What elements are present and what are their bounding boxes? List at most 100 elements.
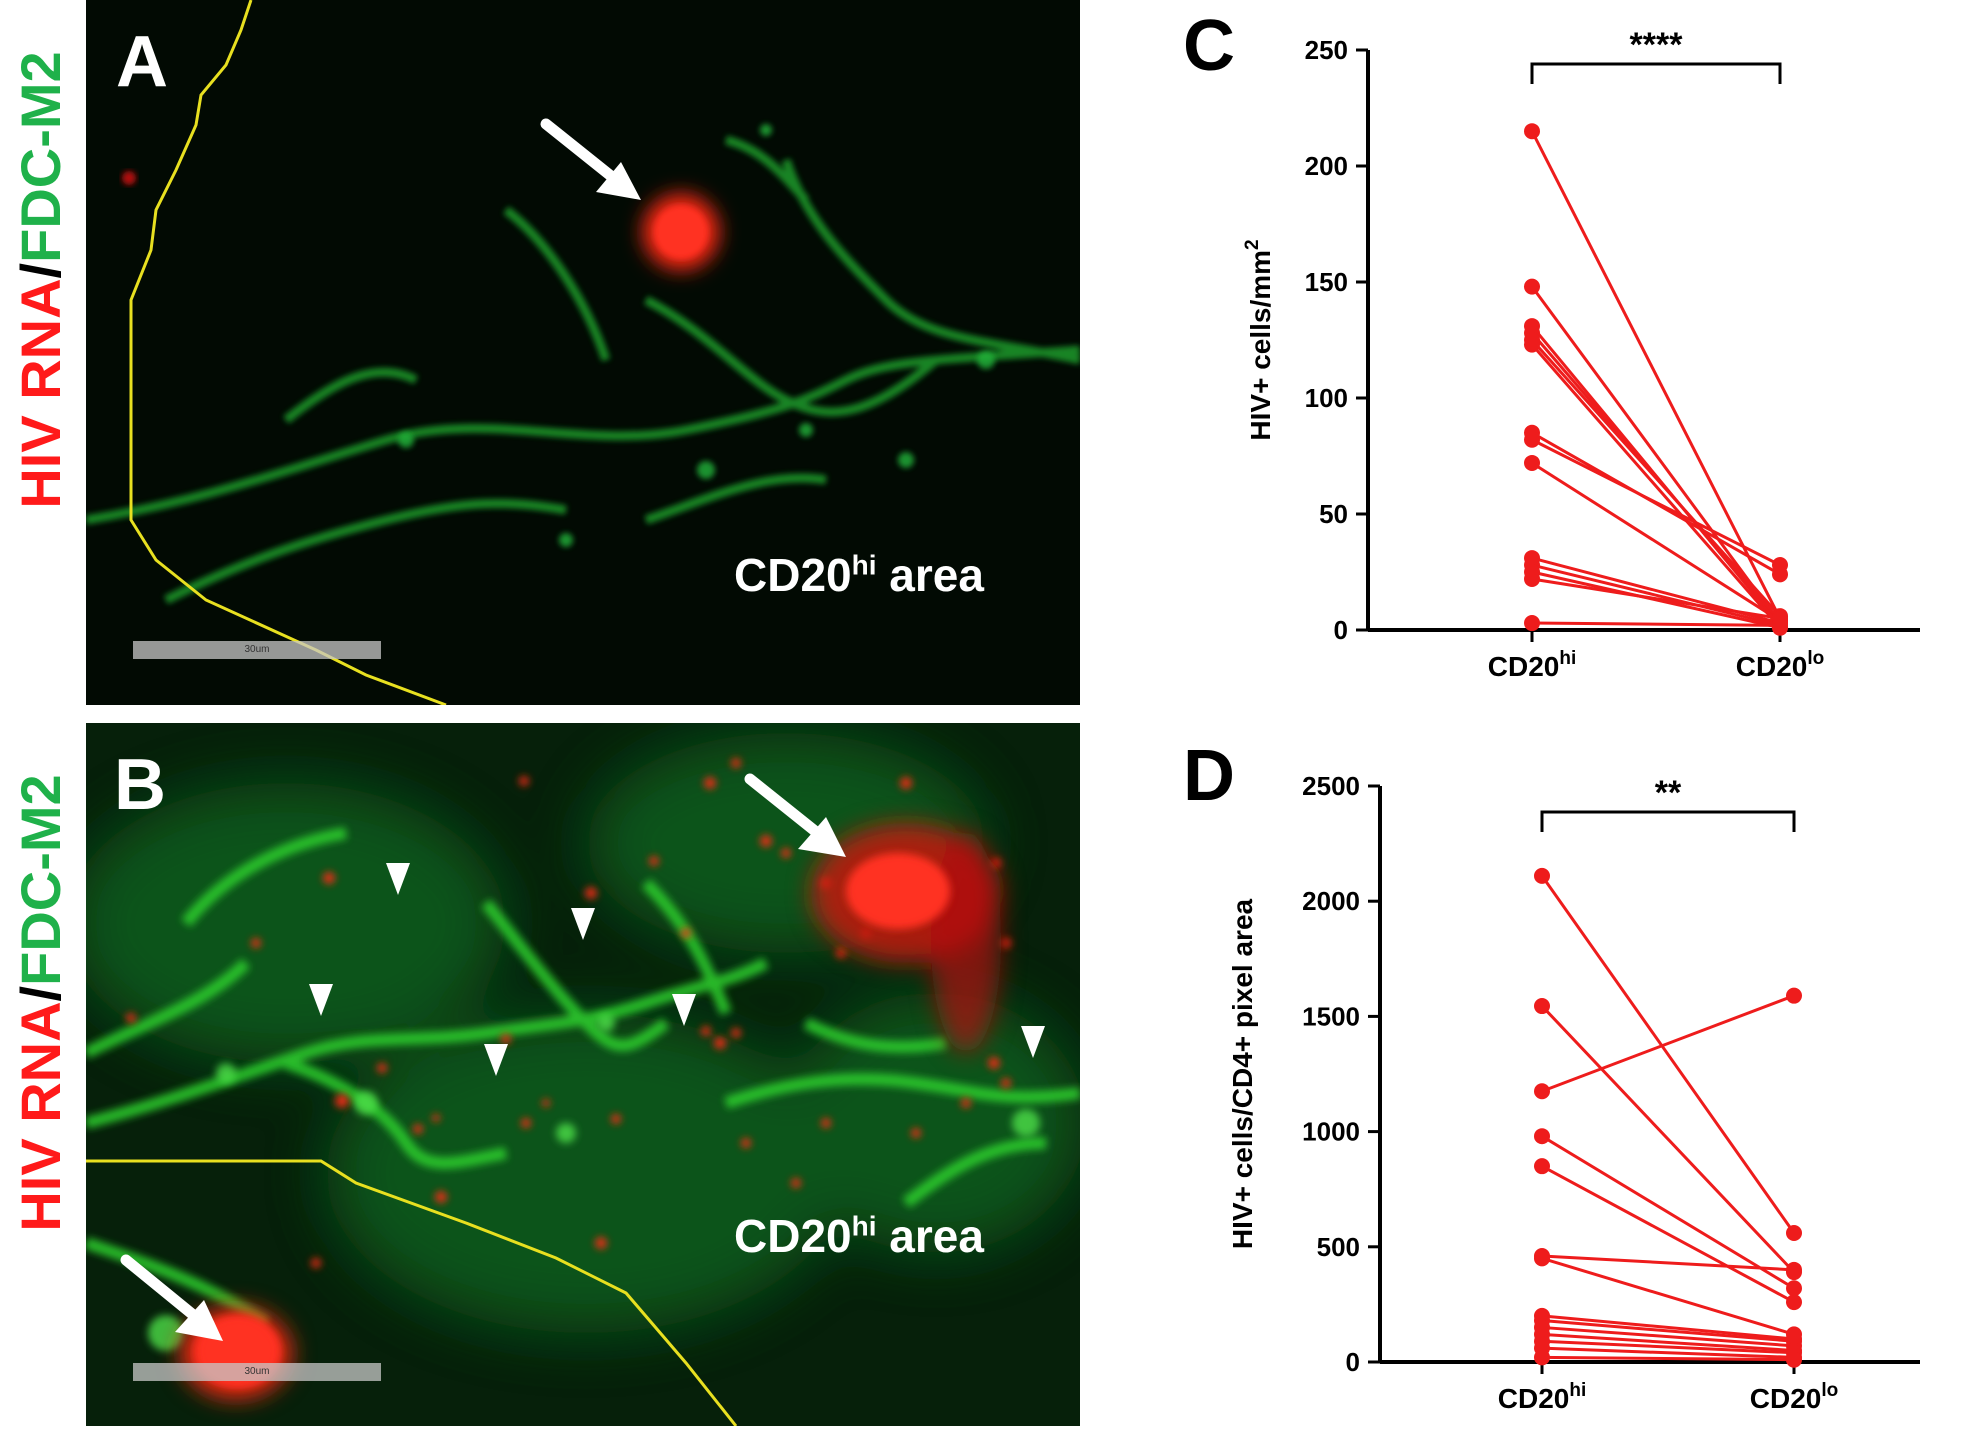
pair-line [1530, 338, 1782, 618]
data-point [1772, 557, 1788, 574]
data-point [1534, 1083, 1550, 1100]
pair-line [1541, 1325, 1795, 1348]
area-label-main: CD20 [734, 549, 852, 601]
y-tick-label: 100 [1305, 383, 1348, 413]
panel-a-micrograph: A CD20hi area 30um [86, 0, 1080, 705]
panel-c-letter: C [1183, 6, 1235, 86]
arrowhead-icon [484, 1044, 508, 1076]
hiv-rna-label: HIV RNA [9, 1001, 72, 1232]
data-point [1786, 1294, 1802, 1311]
significance-label: **** [1630, 26, 1684, 64]
arrowhead-icon [672, 994, 696, 1026]
data-point [1534, 1250, 1550, 1267]
y-tick-label: 0 [1334, 615, 1348, 645]
pair-line [1541, 1319, 1795, 1343]
significance-label: ** [1655, 774, 1682, 812]
panel-a-area-label: CD20hi area [734, 548, 984, 602]
data-point [1524, 278, 1540, 295]
x-tick-label-sup: hi [1569, 1380, 1586, 1401]
pair-line [1531, 577, 1781, 620]
y-axis-label-sup: 2 [1242, 239, 1263, 250]
y-tick-label: 0 [1346, 1347, 1360, 1377]
pair-line [1541, 1339, 1795, 1355]
pair-line [1541, 1346, 1795, 1359]
data-point [1524, 431, 1540, 448]
area-label-tail: area [876, 1210, 984, 1262]
y-axis-label: HIV+ cells/CD4+ pixel area [1227, 898, 1258, 1249]
pair-line [1541, 1355, 1795, 1362]
x-tick-label-main: CD20 [1750, 1383, 1822, 1414]
data-point [1534, 1128, 1550, 1145]
data-point [1772, 617, 1788, 634]
data-point [1524, 454, 1540, 471]
arrow-icon [540, 118, 641, 200]
data-point [1786, 1351, 1802, 1368]
pair-line [1531, 621, 1781, 627]
pair-line [1530, 285, 1782, 624]
panel-b-scalebar: 30um [133, 1363, 381, 1381]
x-tick-label-sup: lo [1821, 1380, 1838, 1401]
y-axis-label-main: HIV+ cells/CD4+ pixel area [1227, 898, 1258, 1249]
pair-line [1530, 343, 1782, 629]
y-tick-label: 200 [1305, 151, 1348, 181]
pair-line [1541, 994, 1795, 1093]
data-point [1524, 336, 1540, 353]
y-axis-label-main: HIV+ cells/mm [1245, 250, 1276, 441]
panel-b-micrograph: B CD20hi area 30um [86, 723, 1080, 1426]
pair-line [1541, 1254, 1795, 1272]
panel-a-scalebar: 30um [133, 641, 381, 659]
data-point [1786, 1280, 1802, 1297]
y-tick-label: 50 [1319, 499, 1348, 529]
pair-line [1541, 1256, 1795, 1336]
x-tick-label-main: CD20 [1498, 1383, 1570, 1414]
data-point [1534, 998, 1550, 1015]
x-tick-label-main: CD20 [1488, 651, 1560, 682]
x-tick-label: CD20lo [1750, 1380, 1838, 1414]
panel-a-image-graphic [86, 0, 1080, 705]
pair-line [1531, 461, 1781, 622]
data-point [1786, 1224, 1802, 1241]
y-tick-label: 250 [1305, 35, 1348, 65]
panel-a-side-label: HIV RNA/FDC-M2 [9, 0, 72, 610]
area-label-main: CD20 [734, 1210, 852, 1262]
pair-line [1541, 1314, 1795, 1341]
arrowhead-icon [571, 908, 595, 940]
panel-b-side-label: HIV RNA/FDC-M2 [9, 673, 72, 1333]
chart-d: 0 500 1000 1500 2000 2500 CD20hi CD20lo HIV+ cel… [1220, 760, 1960, 1430]
panel-b-area-label: CD20hi area [734, 1209, 984, 1263]
x-tick-label-main: CD20 [1736, 651, 1808, 682]
area-label-sup: hi [851, 549, 877, 581]
data-point [1786, 1261, 1802, 1278]
y-tick-label: 2000 [1302, 886, 1360, 916]
significance-bracket [1530, 62, 1782, 84]
panel-d-letter: D [1183, 736, 1235, 816]
fdc-m2-label: FDC-M2 [9, 51, 72, 263]
hiv-rna-label: HIV RNA [9, 278, 72, 509]
data-point [1534, 867, 1550, 884]
x-tick-label-sup: lo [1807, 648, 1824, 669]
y-tick-label: 150 [1305, 267, 1348, 297]
pair-line [1540, 1005, 1796, 1274]
panel-b-image-graphic [86, 723, 1080, 1426]
x-tick-label: CD20hi [1498, 1380, 1586, 1414]
y-tick-label: 500 [1317, 1232, 1360, 1262]
pair-line [1541, 1164, 1795, 1304]
data-point [1524, 570, 1540, 587]
arrowhead-icon [386, 863, 410, 895]
pair-line [1530, 130, 1782, 620]
fdc-m2-label: FDC-M2 [9, 774, 72, 986]
pair-line [1541, 1134, 1795, 1290]
y-tick-label: 1500 [1302, 1001, 1360, 1031]
pair-line [1531, 563, 1781, 627]
label-separator: / [9, 985, 72, 1002]
x-tick-label: CD20lo [1736, 648, 1824, 682]
area-label-tail: area [876, 549, 984, 601]
y-tick-label: 2500 [1302, 771, 1360, 801]
data-point [1524, 615, 1540, 632]
significance-bracket [1540, 810, 1796, 832]
x-tick-label: CD20hi [1488, 648, 1576, 682]
data-point [1786, 987, 1802, 1004]
panel-a-letter: A [116, 22, 168, 102]
